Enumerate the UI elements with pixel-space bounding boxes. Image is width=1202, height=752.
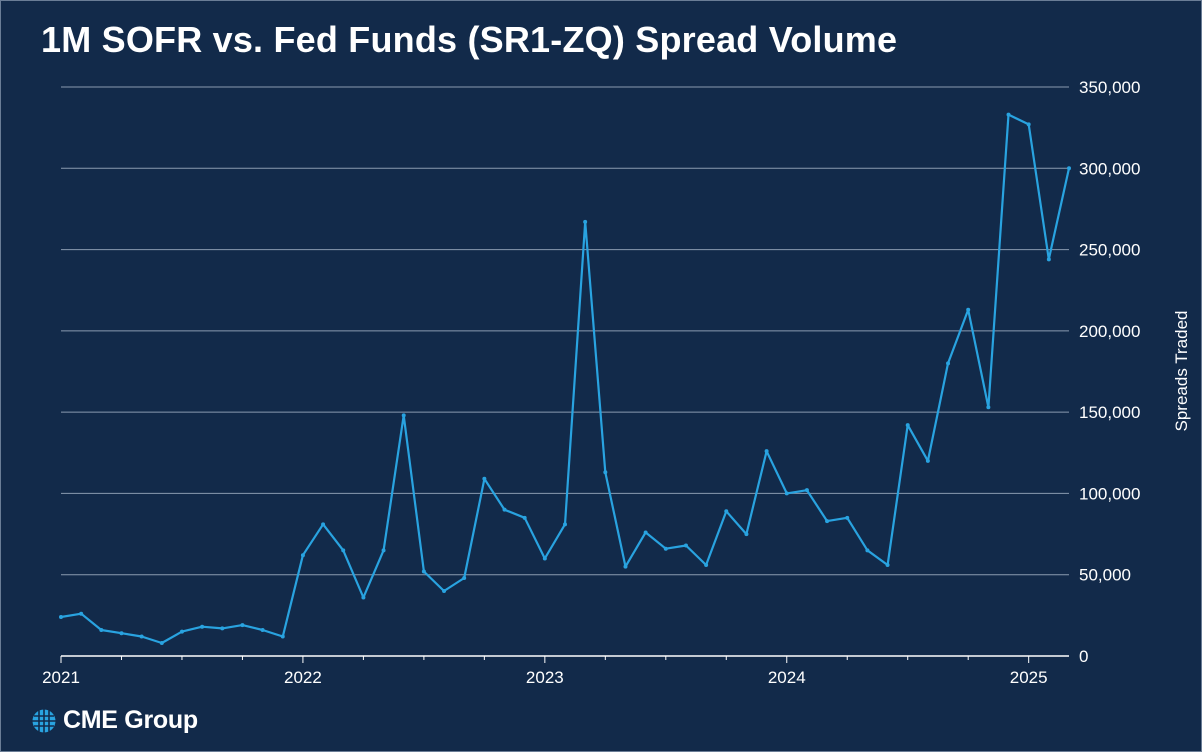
y-tick-label: 50,000	[1079, 566, 1131, 585]
data-point	[321, 522, 326, 527]
data-point	[865, 548, 870, 553]
brand-name: CME Group	[63, 706, 198, 734]
data-point	[99, 627, 104, 632]
data-point	[462, 575, 467, 580]
data-point	[280, 634, 285, 639]
y-tick-label: 350,000	[1079, 78, 1140, 97]
data-point	[442, 588, 447, 593]
y-tick-label: 150,000	[1079, 403, 1140, 422]
data-point	[341, 548, 346, 553]
y-axis: 0 50,000 100,000 150,000 200,000 250,000 300,0…	[1079, 78, 1140, 666]
data-point	[925, 458, 930, 463]
chart-title: 1M SOFR vs. Fed Funds (SR1-ZQ) Spread Vo…	[41, 19, 898, 60]
y-tick-label: 250,000	[1079, 241, 1140, 260]
data-point	[542, 556, 547, 561]
data-point	[845, 515, 850, 520]
data-point	[361, 595, 366, 600]
data-point	[905, 423, 910, 428]
grid-lines	[61, 86, 1069, 576]
data-point	[79, 611, 84, 616]
data-point	[825, 519, 830, 524]
data-point	[119, 631, 124, 636]
data-point	[946, 361, 951, 366]
data-point	[59, 614, 63, 619]
data-point	[663, 546, 668, 551]
series-line	[60, 113, 1071, 645]
data-point	[643, 530, 648, 535]
data-point	[381, 548, 386, 553]
x-tick-label: 2021	[42, 668, 80, 687]
y-axis-label: Spreads Traded	[1172, 311, 1191, 432]
data-point	[804, 488, 809, 493]
x-tick-label: 2022	[284, 668, 322, 687]
data-point	[583, 219, 588, 224]
data-point	[401, 413, 406, 418]
x-tick-label: 2023	[526, 668, 564, 687]
data-point	[139, 634, 144, 639]
data-point	[421, 569, 426, 574]
x-tick-label: 2024	[768, 668, 806, 687]
globe-icon	[32, 709, 56, 732]
y-tick-label: 200,000	[1079, 322, 1140, 341]
data-point	[1026, 122, 1031, 127]
data-point	[623, 564, 628, 569]
data-point	[260, 627, 265, 632]
data-point	[220, 626, 225, 631]
data-point	[300, 553, 305, 558]
data-point	[563, 522, 567, 527]
data-point	[603, 470, 608, 475]
data-point	[764, 449, 769, 454]
data-point	[966, 307, 971, 312]
data-point	[200, 624, 205, 629]
data-point	[683, 543, 688, 548]
x-axis: 2021 2022 2023 2024 2025	[42, 655, 1069, 687]
data-point	[784, 491, 789, 496]
y-tick-label: 100,000	[1079, 484, 1140, 503]
data-point	[724, 509, 729, 514]
data-point	[522, 515, 527, 520]
y-tick-label: 0	[1079, 647, 1088, 666]
x-tick-label: 2025	[1010, 668, 1048, 687]
data-point	[240, 623, 245, 628]
brand-logo: CME Group	[31, 706, 198, 735]
data-point	[159, 640, 164, 645]
data-point	[744, 532, 749, 537]
data-point	[482, 476, 487, 481]
data-point	[1046, 257, 1051, 262]
data-point	[704, 562, 709, 567]
data-point	[1006, 112, 1011, 117]
data-point	[1067, 166, 1071, 171]
data-point	[179, 629, 184, 634]
data-point	[986, 405, 991, 410]
data-point	[502, 507, 507, 512]
series-points	[59, 112, 1071, 645]
y-tick-label: 300,000	[1079, 159, 1140, 178]
data-point	[885, 562, 890, 567]
